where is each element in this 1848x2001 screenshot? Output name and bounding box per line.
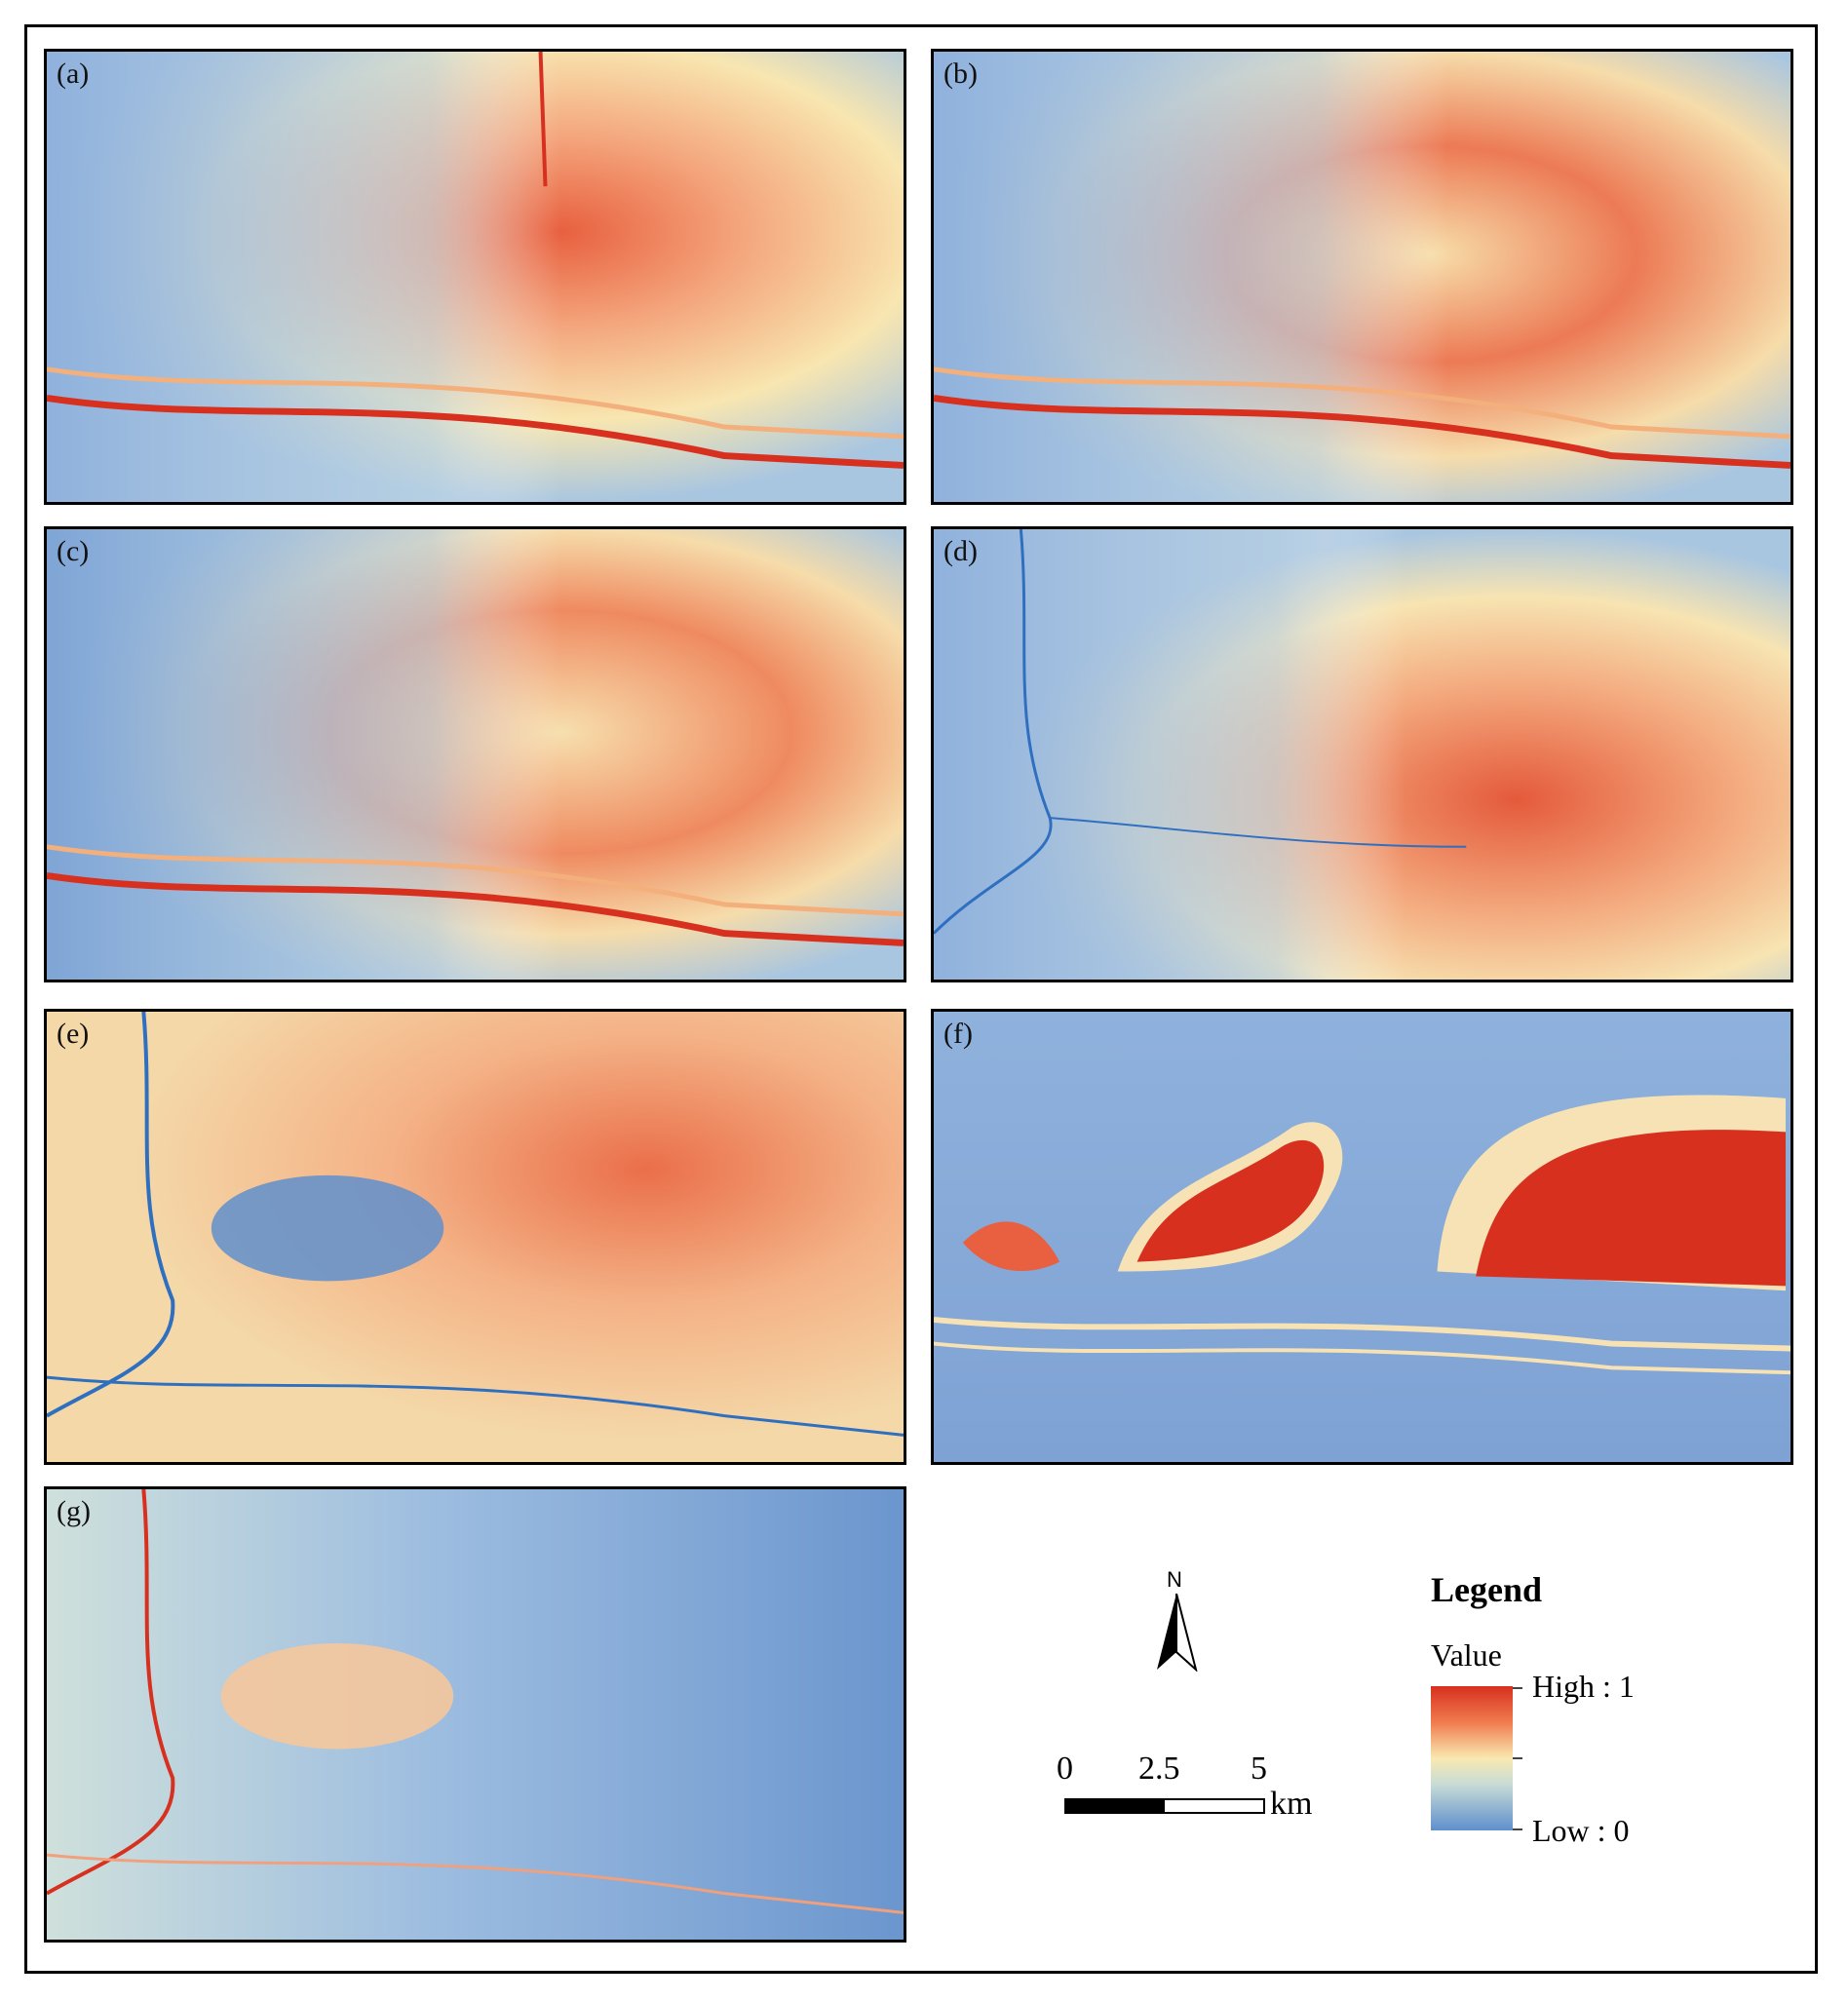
legend-color-ramp [1431,1686,1513,1830]
scale-bar-black-segment [1066,1800,1165,1812]
panel-label: (e) [57,1018,90,1050]
north-arrow-icon [1157,1594,1198,1672]
scale-bar-graphic [1064,1798,1265,1814]
raster-map-c [47,529,904,980]
map-panel-e: (e) [44,1009,906,1465]
legend-tick-high [1513,1687,1522,1689]
scale-tick-2-5: 2.5 [1138,1751,1180,1787]
scale-unit: km [1270,1786,1313,1822]
raster-map-d [934,529,1790,980]
map-panel-a: (a) [44,49,906,505]
scale-tick-5: 5 [1251,1751,1267,1787]
north-arrow-label: N [1167,1567,1182,1592]
map-panel-b: (b) [931,49,1793,505]
legend-high-label: High : 1 [1532,1669,1635,1704]
raster-map-f [934,1012,1790,1462]
scale-tick-0: 0 [1057,1751,1073,1787]
panel-label: (d) [943,535,978,567]
legend-tick-mid [1513,1757,1522,1759]
map-panel-f: (f) [931,1009,1793,1465]
legend-low-label: Low : 0 [1532,1813,1630,1848]
legend-title: Legend [1431,1570,1543,1609]
raster-map-b [934,52,1790,502]
map-panel-c: (c) [44,526,906,982]
raster-map-e [47,1012,904,1462]
raster-map-g [47,1489,904,1940]
map-panel-g: (g) [44,1486,906,1943]
raster-map-a [47,52,904,502]
legend-tick-low [1513,1828,1522,1830]
panel-label: (a) [57,58,90,90]
panel-label: (b) [943,58,978,90]
panel-label: (g) [57,1495,91,1527]
map-panel-d: (d) [931,526,1793,982]
legend-subtitle: Value [1431,1637,1502,1673]
panel-label: (f) [943,1018,973,1050]
panel-label: (c) [57,535,90,567]
